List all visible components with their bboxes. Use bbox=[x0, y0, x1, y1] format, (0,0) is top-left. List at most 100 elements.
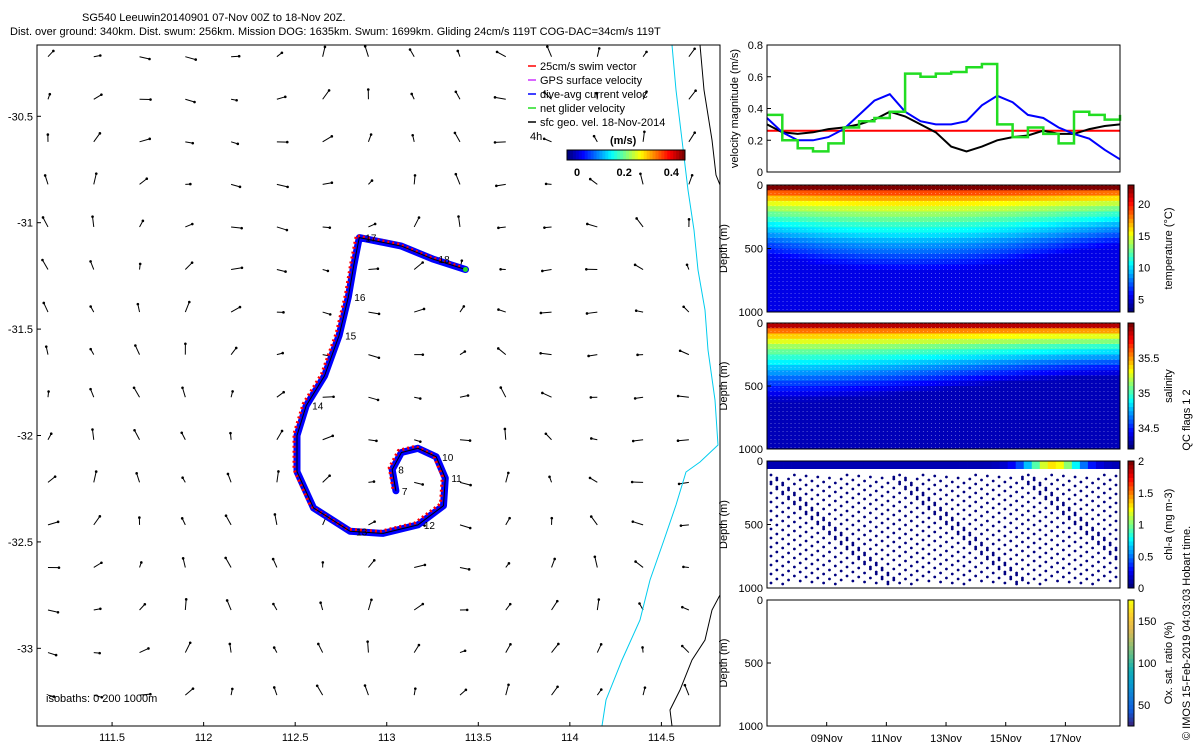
section-cell bbox=[767, 216, 776, 223]
section-cell bbox=[943, 248, 952, 255]
geostrophic-arrow-head bbox=[682, 565, 685, 569]
sample-point bbox=[1056, 507, 1059, 511]
section-cell bbox=[831, 391, 840, 397]
map-y-tick-label: -33 bbox=[17, 643, 33, 655]
section-cell bbox=[935, 433, 944, 439]
section-cell bbox=[879, 396, 888, 403]
sample-point bbox=[921, 520, 925, 524]
sample-point bbox=[775, 496, 779, 500]
sample-point bbox=[1009, 557, 1013, 561]
section-cell bbox=[799, 269, 808, 276]
section-cell bbox=[1063, 438, 1073, 445]
section-cell bbox=[1111, 422, 1121, 429]
sample-point bbox=[927, 478, 931, 482]
section-cell bbox=[1111, 243, 1121, 249]
section-cell bbox=[863, 365, 872, 371]
section-cell bbox=[823, 396, 832, 403]
section-cell bbox=[935, 211, 944, 218]
sample-point bbox=[927, 507, 931, 511]
sample-point bbox=[1091, 481, 1095, 485]
map-y-tick-label: -31 bbox=[17, 218, 33, 230]
section-cell bbox=[1055, 349, 1065, 355]
section-cell bbox=[959, 401, 968, 408]
map-colorbar-swatch bbox=[643, 150, 648, 160]
section-cell bbox=[975, 443, 985, 450]
section-cell bbox=[855, 195, 864, 202]
colorbar-swatch bbox=[1128, 650, 1134, 656]
sample-point bbox=[816, 513, 820, 517]
section-cell bbox=[1055, 428, 1065, 434]
section-cell bbox=[1095, 333, 1105, 340]
colorbar-swatch bbox=[1128, 432, 1134, 437]
section-cell bbox=[1111, 438, 1121, 445]
section-cell bbox=[903, 290, 912, 297]
sample-point bbox=[945, 549, 948, 553]
section-cell bbox=[871, 344, 880, 350]
section-cell bbox=[983, 422, 993, 429]
section-cell bbox=[799, 237, 808, 244]
section-cell bbox=[983, 333, 993, 340]
section-cell bbox=[943, 407, 952, 413]
sample-point bbox=[804, 503, 808, 507]
section-cell bbox=[935, 269, 944, 276]
section-cell bbox=[975, 280, 985, 286]
section-cell bbox=[1007, 269, 1017, 276]
section-cell bbox=[927, 222, 936, 228]
section-cell bbox=[1015, 200, 1025, 207]
colorbar-swatch bbox=[1128, 185, 1134, 190]
sample-point bbox=[769, 545, 773, 549]
section-cell bbox=[959, 365, 968, 371]
colorbar-swatch bbox=[1128, 511, 1134, 517]
sample-point bbox=[921, 491, 925, 495]
section-cell bbox=[1047, 185, 1057, 191]
section-cell bbox=[1063, 386, 1073, 392]
section-cell bbox=[775, 269, 784, 276]
sample-point bbox=[991, 551, 995, 555]
sample-point bbox=[1050, 482, 1054, 486]
sample-point bbox=[1044, 542, 1048, 546]
sample-point bbox=[1038, 492, 1042, 496]
surface-cell bbox=[823, 461, 832, 469]
imos-credit: © IMOS 15-Feb-2019 04:03:03 Hobart time. bbox=[1181, 526, 1193, 740]
section-cell bbox=[847, 386, 856, 392]
section-cell bbox=[767, 333, 776, 340]
section-cell bbox=[1095, 407, 1105, 413]
geostrophic-arrow bbox=[364, 46, 369, 57]
section-cell bbox=[943, 328, 952, 334]
section-cell bbox=[975, 306, 985, 313]
colorbar-swatch bbox=[1128, 549, 1134, 555]
section-cell bbox=[871, 433, 880, 439]
sample-point bbox=[833, 517, 837, 521]
sample-point bbox=[985, 474, 989, 478]
sample-point bbox=[985, 557, 989, 561]
section-cell bbox=[783, 428, 792, 434]
section-cell bbox=[799, 274, 808, 281]
sample-point bbox=[950, 525, 954, 529]
velocity-series-line bbox=[766, 110, 1121, 153]
section-cell bbox=[1015, 274, 1025, 281]
section-cell bbox=[903, 380, 912, 387]
sample-point bbox=[927, 505, 931, 509]
section-cell bbox=[1047, 417, 1057, 424]
sample-point bbox=[1061, 483, 1065, 487]
geostrophic-arrow bbox=[551, 686, 558, 696]
sample-point bbox=[1067, 544, 1071, 548]
section-cell bbox=[775, 428, 784, 434]
colorbar-swatch bbox=[1128, 554, 1134, 559]
section-cell bbox=[943, 285, 952, 292]
section-cell bbox=[1071, 407, 1081, 413]
geostrophic-arrow-head bbox=[682, 305, 685, 309]
sample-point bbox=[1073, 484, 1077, 488]
sample-point bbox=[1044, 477, 1048, 481]
geostrophic-arrow bbox=[679, 481, 689, 485]
sample-point bbox=[880, 566, 884, 570]
sample-point bbox=[845, 536, 849, 540]
section-cell bbox=[1095, 396, 1105, 403]
section-cell bbox=[815, 216, 824, 223]
section-cell bbox=[975, 290, 985, 297]
section-cell bbox=[1015, 417, 1025, 424]
section-cell bbox=[1111, 301, 1121, 308]
section-cell bbox=[991, 211, 1001, 218]
sample-point bbox=[1050, 511, 1054, 515]
section-cell bbox=[1031, 253, 1041, 260]
